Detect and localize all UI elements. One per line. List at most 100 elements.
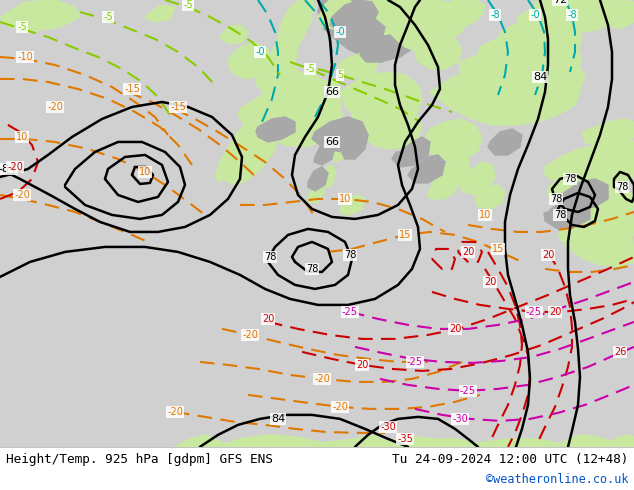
Text: 5: 5 xyxy=(337,70,343,80)
Polygon shape xyxy=(460,162,495,195)
Polygon shape xyxy=(488,129,522,155)
Polygon shape xyxy=(415,37,462,69)
Polygon shape xyxy=(565,0,608,32)
Text: 78: 78 xyxy=(306,264,318,274)
Polygon shape xyxy=(340,195,365,215)
Polygon shape xyxy=(318,0,355,29)
Polygon shape xyxy=(240,439,340,447)
Polygon shape xyxy=(555,435,625,447)
Polygon shape xyxy=(588,139,634,164)
Polygon shape xyxy=(215,435,340,447)
Polygon shape xyxy=(238,92,295,132)
Text: 20: 20 xyxy=(549,307,561,317)
Text: 72: 72 xyxy=(553,0,567,5)
Polygon shape xyxy=(308,167,328,191)
Polygon shape xyxy=(300,439,420,447)
Polygon shape xyxy=(518,2,585,42)
Polygon shape xyxy=(314,142,335,165)
Text: 10: 10 xyxy=(139,167,151,177)
Polygon shape xyxy=(362,107,422,149)
Text: -25: -25 xyxy=(460,386,476,396)
Polygon shape xyxy=(322,0,348,17)
Polygon shape xyxy=(460,439,580,447)
Text: -25: -25 xyxy=(407,357,423,367)
Polygon shape xyxy=(215,142,238,182)
Text: 20: 20 xyxy=(462,247,474,257)
Polygon shape xyxy=(440,0,480,27)
Text: -30: -30 xyxy=(380,422,396,432)
Polygon shape xyxy=(600,435,634,447)
Text: -35: -35 xyxy=(397,434,413,444)
Polygon shape xyxy=(608,7,634,29)
Polygon shape xyxy=(560,179,608,209)
Polygon shape xyxy=(0,0,80,32)
Polygon shape xyxy=(433,152,470,189)
Text: -5: -5 xyxy=(305,64,315,74)
Text: ©weatheronline.co.uk: ©weatheronline.co.uk xyxy=(486,473,628,487)
Polygon shape xyxy=(545,439,634,447)
Text: 20: 20 xyxy=(449,324,461,334)
Polygon shape xyxy=(340,72,422,127)
Text: -84: -84 xyxy=(0,164,17,174)
Text: -25: -25 xyxy=(526,307,542,317)
Text: 84: 84 xyxy=(271,414,285,424)
Polygon shape xyxy=(408,155,445,183)
Text: 26: 26 xyxy=(614,347,626,357)
Text: 10: 10 xyxy=(16,132,28,142)
Text: 78: 78 xyxy=(550,194,562,204)
Text: 78: 78 xyxy=(564,174,576,184)
Polygon shape xyxy=(360,0,448,49)
Polygon shape xyxy=(582,119,634,147)
Polygon shape xyxy=(330,0,378,32)
Polygon shape xyxy=(255,72,342,147)
Polygon shape xyxy=(500,17,582,59)
Text: 20: 20 xyxy=(542,250,554,260)
Polygon shape xyxy=(558,219,634,267)
Polygon shape xyxy=(392,137,430,167)
Text: -0: -0 xyxy=(256,47,265,57)
Polygon shape xyxy=(228,42,270,79)
Polygon shape xyxy=(427,169,460,199)
Polygon shape xyxy=(338,52,378,79)
Text: -20: -20 xyxy=(47,102,63,112)
Text: 20: 20 xyxy=(356,360,368,370)
Text: -8: -8 xyxy=(490,10,500,20)
Text: -15: -15 xyxy=(124,84,140,94)
Polygon shape xyxy=(340,435,382,447)
Polygon shape xyxy=(552,195,634,242)
Text: -5: -5 xyxy=(17,22,27,32)
Polygon shape xyxy=(545,145,634,187)
Polygon shape xyxy=(424,119,482,161)
Text: -20: -20 xyxy=(332,402,348,412)
Polygon shape xyxy=(475,185,505,209)
Text: 78: 78 xyxy=(264,252,276,262)
Text: -5: -5 xyxy=(103,12,113,22)
Polygon shape xyxy=(312,117,368,152)
Polygon shape xyxy=(145,5,175,22)
Polygon shape xyxy=(430,59,580,125)
Polygon shape xyxy=(308,79,340,101)
Text: -8: -8 xyxy=(567,10,577,20)
Text: 15: 15 xyxy=(399,230,411,240)
Text: 15: 15 xyxy=(492,244,504,254)
Polygon shape xyxy=(178,439,225,447)
Text: Tu 24-09-2024 12:00 UTC (12+48): Tu 24-09-2024 12:00 UTC (12+48) xyxy=(392,453,628,466)
Polygon shape xyxy=(478,32,582,89)
Polygon shape xyxy=(544,199,590,229)
Text: -20: -20 xyxy=(242,330,258,340)
Polygon shape xyxy=(220,25,248,44)
Polygon shape xyxy=(316,165,336,189)
Text: -10: -10 xyxy=(17,52,33,62)
Polygon shape xyxy=(535,0,582,29)
Text: 78: 78 xyxy=(616,182,628,192)
Text: -15: -15 xyxy=(170,102,186,112)
Polygon shape xyxy=(592,157,634,185)
Polygon shape xyxy=(380,15,422,42)
Text: -20: -20 xyxy=(314,374,330,384)
Polygon shape xyxy=(218,115,278,185)
Text: -20: -20 xyxy=(14,190,30,200)
Text: 20: 20 xyxy=(484,277,496,287)
Polygon shape xyxy=(175,435,215,447)
Polygon shape xyxy=(332,92,372,162)
Polygon shape xyxy=(400,0,468,39)
